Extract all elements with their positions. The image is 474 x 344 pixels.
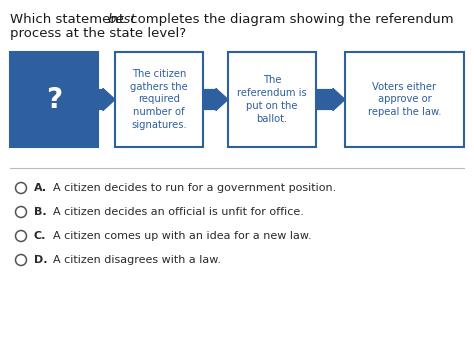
Polygon shape	[203, 88, 228, 110]
FancyBboxPatch shape	[345, 52, 464, 147]
Text: ?: ?	[46, 86, 62, 114]
Text: A citizen disagrees with a law.: A citizen disagrees with a law.	[46, 255, 221, 265]
Text: The
referendum is
put on the
ballot.: The referendum is put on the ballot.	[237, 75, 307, 124]
Text: B.: B.	[34, 207, 46, 217]
Text: A citizen comes up with an idea for a new law.: A citizen comes up with an idea for a ne…	[46, 231, 311, 241]
FancyBboxPatch shape	[10, 52, 98, 147]
Text: process at the state level?: process at the state level?	[10, 27, 186, 40]
Text: completes the diagram showing the referendum: completes the diagram showing the refere…	[126, 13, 454, 26]
Text: A citizen decides an official is unfit for office.: A citizen decides an official is unfit f…	[46, 207, 304, 217]
Text: best: best	[108, 13, 137, 26]
Text: C.: C.	[34, 231, 46, 241]
Text: Voters either
approve or
repeal the law.: Voters either approve or repeal the law.	[368, 82, 441, 117]
Polygon shape	[98, 88, 115, 110]
Text: Which statement: Which statement	[10, 13, 128, 26]
FancyBboxPatch shape	[115, 52, 203, 147]
Polygon shape	[316, 88, 345, 110]
Text: A citizen decides to run for a government position.: A citizen decides to run for a governmen…	[46, 183, 336, 193]
FancyBboxPatch shape	[228, 52, 316, 147]
Text: The citizen
gathers the
required
number of
signatures.: The citizen gathers the required number …	[130, 69, 188, 130]
Text: D.: D.	[34, 255, 47, 265]
Text: A.: A.	[34, 183, 47, 193]
